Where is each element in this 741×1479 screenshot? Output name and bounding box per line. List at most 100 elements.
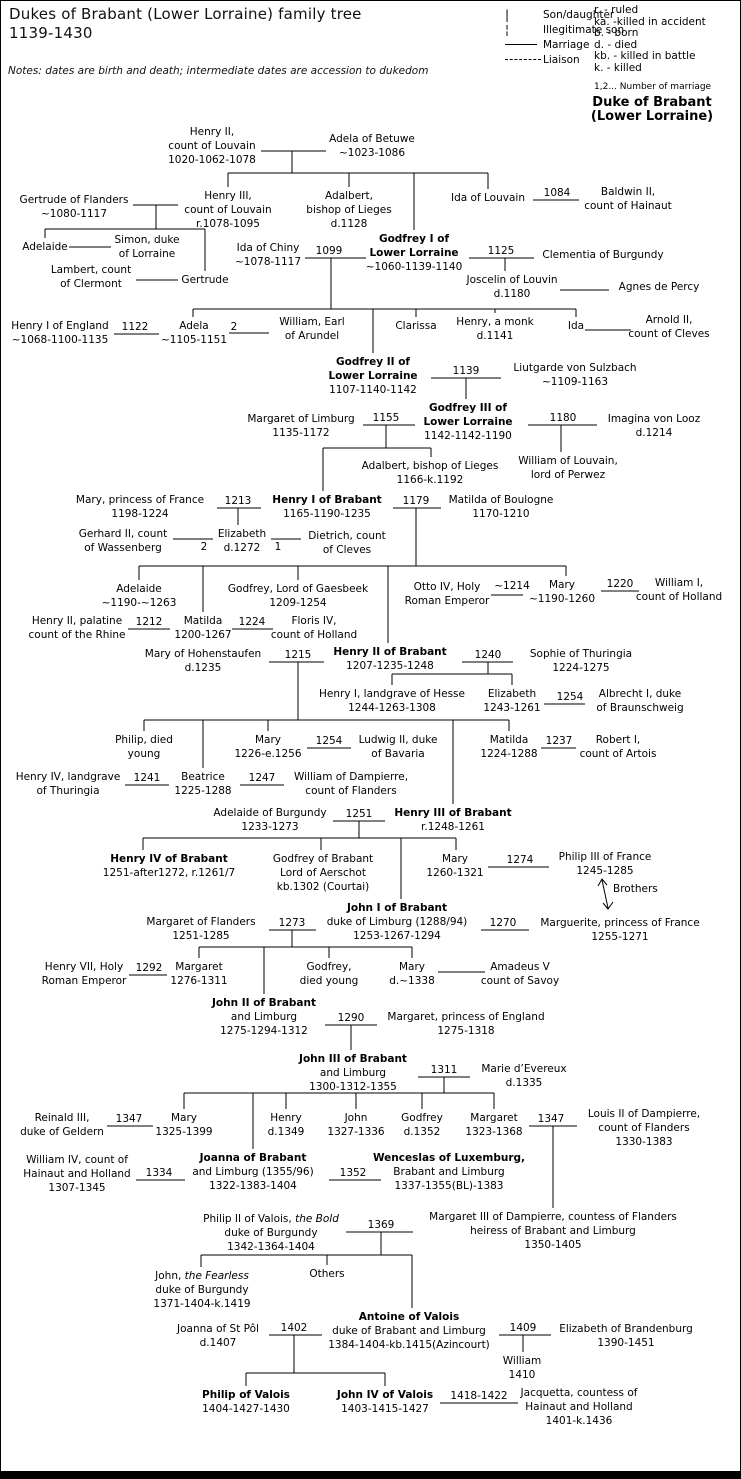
person-text: Gertrude of Flanders: [19, 194, 129, 206]
person-line: Others: [309, 1267, 344, 1281]
person-line: Jacquetta, countess of: [521, 1386, 638, 1400]
person-adela-of-betuwe: Adela of Betuwe ~1023-1086: [329, 132, 415, 160]
person-text: Adelaide: [22, 241, 68, 253]
marriage-year-label: 1247: [248, 772, 276, 784]
marriage-year-label: 1273: [278, 917, 306, 929]
person-line: count of Hainaut: [584, 199, 672, 213]
person-henry-i-of-england: Henry I of England ~1068-1100-1135: [11, 319, 108, 347]
person-godfrey-lord-of-gaesbeek: Godfrey, Lord of Gaesbeek 1209-1254: [228, 582, 368, 610]
person-text: ~1060-1139-1140: [365, 261, 463, 273]
person-line: ~1068-1100-1135: [11, 333, 109, 347]
person-line: Elizabeth of Brandenburg: [559, 1322, 693, 1336]
legend-label: Illegitimate son: [543, 23, 625, 36]
person-text: Mary of Hohenstaufen: [144, 648, 262, 660]
person-line: 1325-1399: [155, 1125, 212, 1139]
person-text: 1330-1383: [615, 1136, 673, 1148]
person-line: 1251-1285: [146, 929, 255, 943]
person-text: 1410: [508, 1369, 536, 1381]
person-line: 1225-1288: [174, 784, 231, 798]
person-text: Henry, a monk: [456, 316, 534, 328]
person-text: d.~1338: [389, 975, 435, 987]
person-text: Henry II of Brabant: [333, 646, 447, 658]
person-text: Imagina von Looz: [607, 413, 701, 425]
person-line: Mary of Hohenstaufen: [145, 647, 261, 661]
person-line: 1350-1405: [429, 1238, 677, 1252]
person-line: 1276-1311: [170, 974, 227, 988]
person-text: duke of Burgundy: [224, 1227, 318, 1239]
marriage-year-label: 1402: [280, 1322, 308, 1334]
person-line: count of Louvain: [168, 139, 256, 153]
person-godfrey-d1352: Godfrey d.1352: [401, 1111, 443, 1139]
marriage-year-label: 2: [230, 321, 238, 333]
person-text: Roman Emperor: [41, 975, 127, 987]
person-text: 1307-1345: [48, 1182, 106, 1194]
person-line: Louis II of Dampierre,: [588, 1107, 700, 1121]
person-henry-i-of-brabant: Henry I of Brabant 1165-1190-1235: [272, 493, 381, 521]
person-text: of Cleves: [322, 544, 372, 556]
person-line: Adela of Betuwe: [329, 132, 415, 146]
marriage-year-label: 1254: [556, 691, 584, 703]
person-text: count of Flanders: [305, 785, 397, 797]
person-simon-duke-of-lorraine: Simon, duke of Lorraine: [114, 233, 179, 261]
marriage-year-label: 1270: [489, 917, 517, 929]
person-line: 1198-1224: [76, 507, 204, 521]
person-margaret-princess-of-england: Margaret, princess of England 1275-1318: [387, 1010, 544, 1038]
legend-label: Son/daughter: [543, 8, 615, 21]
brothers-arrow-icon: [597, 878, 614, 910]
person-godfrey-died-young: Godfrey, died young: [300, 960, 359, 988]
person-text: 1253-1267-1294: [353, 930, 441, 942]
marriage-year-label: 1347: [115, 1113, 143, 1125]
person-john-i-of-brabant: John I of Brabant duke of Limburg (1288/9…: [327, 901, 468, 943]
person-henry-iii-count-of-louvain: Henry III, count of Louvain r.1078-1095: [184, 189, 271, 231]
person-text: William IV, count of: [26, 1154, 128, 1166]
person-line: of Clermont: [51, 277, 131, 291]
person-line: Mary: [234, 733, 301, 747]
abbr-killed: k. - killed: [594, 61, 642, 74]
person-line: Mary: [155, 1111, 212, 1125]
abbr-killed-battle: kb. - killed in battle: [594, 50, 696, 62]
person-line: count of Artois: [580, 747, 657, 761]
person-line: Brabant and Limburg: [373, 1165, 525, 1179]
person-amadeus-v-of-savoy: Amadeus V count of Savoy: [481, 960, 559, 988]
marriage-year-label: 1292: [135, 962, 163, 974]
person-line: Henry I of England: [11, 319, 108, 333]
person-text: Mary: [441, 853, 469, 865]
person-otto-iv-holy-roman-emperor: Otto IV, Holy Roman Emperor: [405, 580, 490, 608]
person-text: John: [344, 1112, 368, 1124]
person-line: d.1235: [145, 661, 261, 675]
person-text: Margaret: [470, 1112, 518, 1124]
person-line: Antoine of Valois: [328, 1310, 490, 1324]
person-line: Ludwig II, duke: [359, 733, 438, 747]
person-line: duke of Burgundy: [203, 1226, 339, 1240]
bottom-border-bar: [1, 1471, 740, 1478]
person-text: Others: [309, 1268, 345, 1280]
person-text: Louis II of Dampierre,: [587, 1108, 701, 1120]
marriage-year-label: 1084: [543, 187, 571, 199]
marriage-line-icon: [503, 44, 543, 45]
person-text: 1244-1263-1308: [348, 702, 436, 714]
person-line: Imagina von Looz: [608, 412, 700, 426]
page-title: Dukes of Brabant (Lower Lorraine) family…: [9, 5, 362, 43]
person-text: Jacquetta, countess of: [520, 1387, 638, 1399]
person-line: 1224-1275: [530, 661, 632, 675]
person-text: d.1180: [493, 288, 531, 300]
person-text: 1384-1404-kb.1415(Azincourt): [328, 1339, 490, 1351]
person-line: Lower Lorraine: [366, 246, 463, 260]
person-line: Margaret: [170, 960, 227, 974]
person-text: 1401-k.1436: [545, 1415, 613, 1427]
person-text: ~1080-1117: [40, 208, 108, 220]
person-matilda-1224-1288: Matilda 1224-1288: [480, 733, 537, 761]
person-line: Marguerite, princess of France: [540, 916, 699, 930]
person-marguerite-princess-of-france: Marguerite, princess of France 1255-1271: [540, 916, 699, 944]
person-mary-d1338: Mary d.~1338: [389, 960, 435, 988]
person-text: count of Cleves: [628, 328, 710, 340]
person-text: Margaret of Flanders: [146, 916, 256, 928]
person-text: Hainaut and Holland: [525, 1401, 633, 1413]
person-line: 1384-1404-kb.1415(Azincourt): [328, 1338, 490, 1352]
person-text: 1404-1427-1430: [202, 1403, 290, 1415]
person-line: Henry II,: [168, 125, 256, 139]
person-text: William of Louvain,: [518, 455, 618, 467]
person-line: 1322-1383-1404: [192, 1179, 313, 1193]
person-line: d.~1338: [389, 974, 435, 988]
person-henry-vii-holy-roman-emperor: Henry VII, Holy Roman Emperor: [42, 960, 127, 988]
